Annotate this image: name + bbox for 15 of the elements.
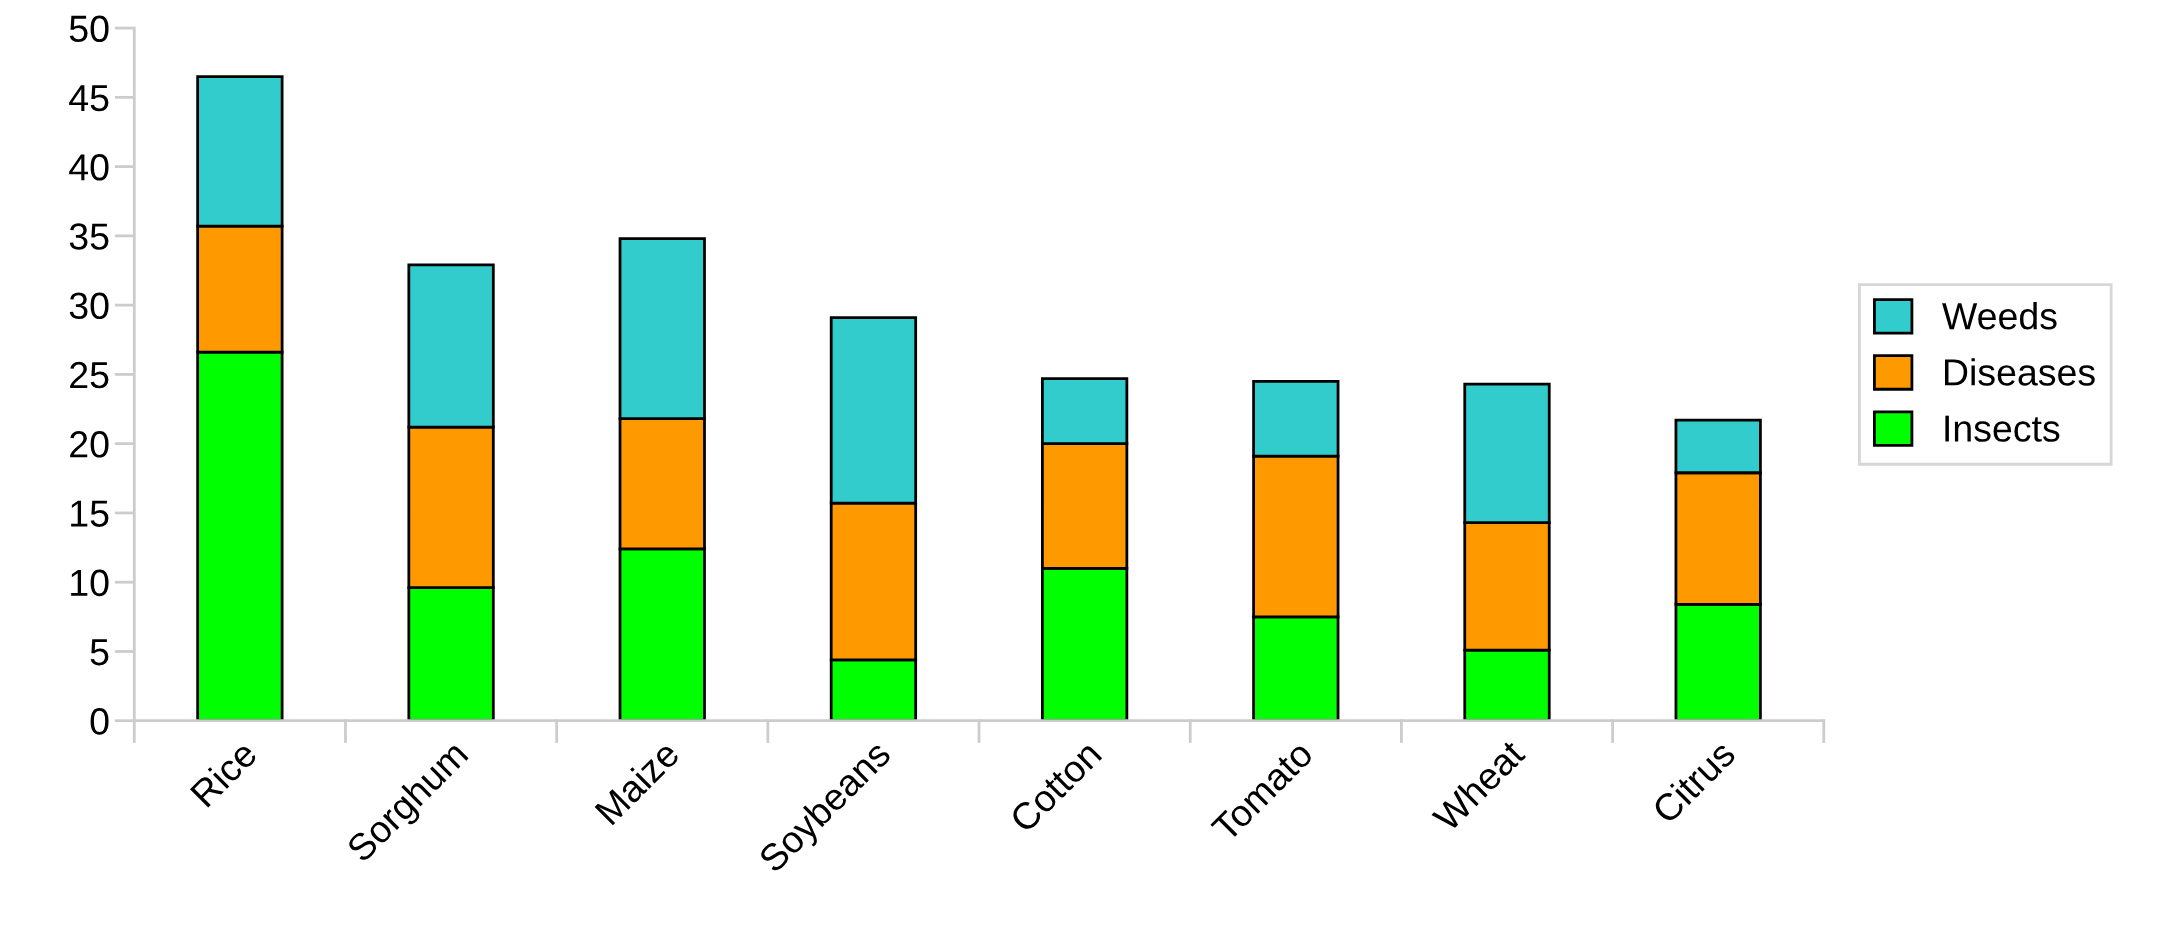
legend-label: Weeds [1942,301,2057,330]
y-tick-label: 50 [69,15,109,43]
y-tick-label: 5 [90,639,109,666]
y-tick-label: 35 [69,223,109,250]
legend-label: Diseases [1944,358,2095,386]
y-tick-label: 30 [69,292,109,320]
y-tick-label: 0 [90,708,109,735]
y-tick-label: 40 [69,154,109,181]
y-tick-label: 25 [70,361,109,389]
legend-label: Insects [1945,415,2060,442]
y-tick-label: 15 [71,500,109,527]
y-tick-label: 20 [70,431,109,458]
y-tick-label: 10 [71,569,109,597]
x-tick-label: Rice [189,738,259,808]
y-tick-label: 45 [69,85,109,112]
